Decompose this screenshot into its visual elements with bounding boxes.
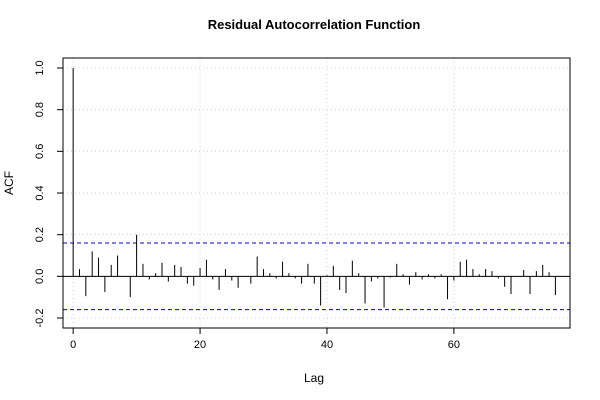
y-tick-label: 0.8: [34, 102, 46, 117]
x-tick-label: 0: [70, 339, 76, 351]
acf-bars: [72, 68, 556, 308]
y-axis-label: ACF: [2, 171, 16, 195]
x-tick-label: 60: [448, 339, 460, 351]
plot-frame: [62, 57, 571, 329]
y-tick-label: 1.0: [34, 60, 46, 75]
y-tick-label: 0.6: [34, 144, 46, 159]
x-axis-label: Lag: [304, 371, 324, 385]
chart-title: Residual Autocorrelation Function: [208, 17, 421, 32]
grid-lines: [63, 58, 570, 328]
confidence-band: [63, 242, 570, 311]
y-tick-label: 0.4: [34, 185, 46, 200]
axes: 0 20 40 60 -0.2 0.0 0.2 0.4 0.6 0.8 1.0: [34, 60, 460, 351]
y-tick-label: -0.2: [34, 309, 46, 328]
y-tick-label: 0.0: [34, 269, 46, 284]
y-tick-label: 0.2: [34, 227, 46, 242]
x-tick-label: 20: [194, 339, 206, 351]
x-tick-label: 40: [321, 339, 333, 351]
